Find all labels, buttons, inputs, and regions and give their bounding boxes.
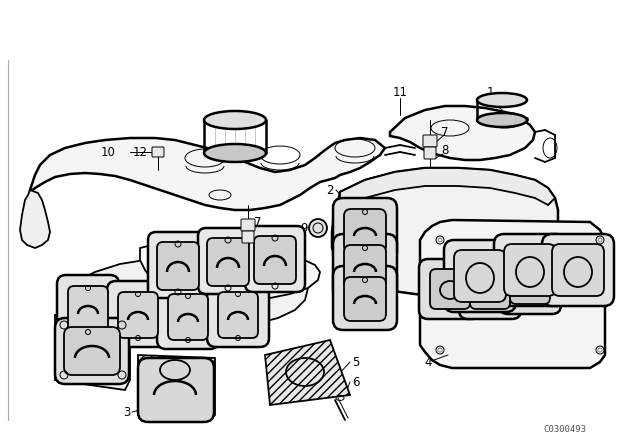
Polygon shape	[420, 220, 605, 368]
FancyBboxPatch shape	[245, 226, 305, 292]
Text: 6: 6	[254, 233, 262, 246]
Ellipse shape	[309, 219, 327, 237]
Text: 1: 1	[214, 255, 221, 268]
FancyBboxPatch shape	[333, 234, 397, 298]
FancyBboxPatch shape	[430, 269, 470, 309]
Polygon shape	[340, 168, 555, 205]
FancyBboxPatch shape	[107, 281, 169, 347]
FancyBboxPatch shape	[207, 238, 249, 286]
FancyBboxPatch shape	[152, 147, 164, 157]
FancyBboxPatch shape	[499, 254, 561, 314]
Polygon shape	[265, 340, 350, 405]
FancyBboxPatch shape	[57, 275, 119, 341]
Text: 4: 4	[424, 356, 432, 369]
Polygon shape	[30, 138, 385, 210]
Text: 11: 11	[392, 86, 408, 99]
FancyBboxPatch shape	[444, 240, 516, 312]
FancyBboxPatch shape	[138, 358, 214, 422]
FancyBboxPatch shape	[424, 147, 436, 159]
Text: 2: 2	[326, 184, 333, 197]
FancyBboxPatch shape	[241, 219, 255, 231]
FancyBboxPatch shape	[552, 244, 604, 296]
FancyBboxPatch shape	[542, 234, 614, 306]
Polygon shape	[55, 315, 130, 390]
Text: 7: 7	[441, 125, 449, 138]
FancyBboxPatch shape	[459, 259, 521, 319]
Ellipse shape	[204, 111, 266, 129]
FancyBboxPatch shape	[333, 198, 397, 262]
Text: 5: 5	[352, 356, 360, 369]
Polygon shape	[390, 106, 535, 160]
Text: 12: 12	[132, 146, 147, 159]
FancyBboxPatch shape	[168, 294, 208, 340]
Text: 6: 6	[352, 375, 360, 388]
Polygon shape	[140, 240, 320, 300]
Text: 9: 9	[300, 221, 308, 234]
FancyBboxPatch shape	[68, 286, 108, 332]
FancyBboxPatch shape	[504, 244, 556, 296]
Ellipse shape	[204, 144, 266, 162]
FancyBboxPatch shape	[470, 269, 510, 309]
FancyBboxPatch shape	[423, 135, 437, 147]
Ellipse shape	[477, 93, 527, 107]
Polygon shape	[20, 190, 50, 248]
FancyBboxPatch shape	[118, 292, 158, 338]
FancyBboxPatch shape	[198, 228, 258, 294]
Text: 3: 3	[124, 405, 131, 418]
Text: C0300493: C0300493	[543, 426, 586, 435]
FancyBboxPatch shape	[157, 283, 219, 349]
FancyBboxPatch shape	[148, 232, 208, 298]
Ellipse shape	[477, 113, 527, 127]
Polygon shape	[138, 355, 215, 420]
Text: 10: 10	[100, 146, 115, 159]
FancyBboxPatch shape	[207, 281, 269, 347]
FancyBboxPatch shape	[419, 259, 481, 319]
FancyBboxPatch shape	[344, 209, 386, 253]
Polygon shape	[332, 168, 558, 298]
Polygon shape	[60, 258, 308, 328]
FancyBboxPatch shape	[344, 245, 386, 289]
FancyBboxPatch shape	[333, 266, 397, 330]
Text: 8: 8	[442, 143, 449, 156]
FancyBboxPatch shape	[454, 250, 506, 302]
FancyBboxPatch shape	[494, 234, 566, 306]
FancyBboxPatch shape	[254, 236, 296, 284]
FancyBboxPatch shape	[344, 277, 386, 321]
FancyBboxPatch shape	[242, 231, 254, 243]
Text: 7: 7	[254, 215, 262, 228]
FancyBboxPatch shape	[218, 292, 258, 338]
FancyBboxPatch shape	[64, 327, 120, 375]
Text: 1: 1	[486, 86, 493, 99]
FancyBboxPatch shape	[510, 264, 550, 304]
FancyBboxPatch shape	[55, 318, 129, 384]
FancyBboxPatch shape	[157, 242, 199, 290]
